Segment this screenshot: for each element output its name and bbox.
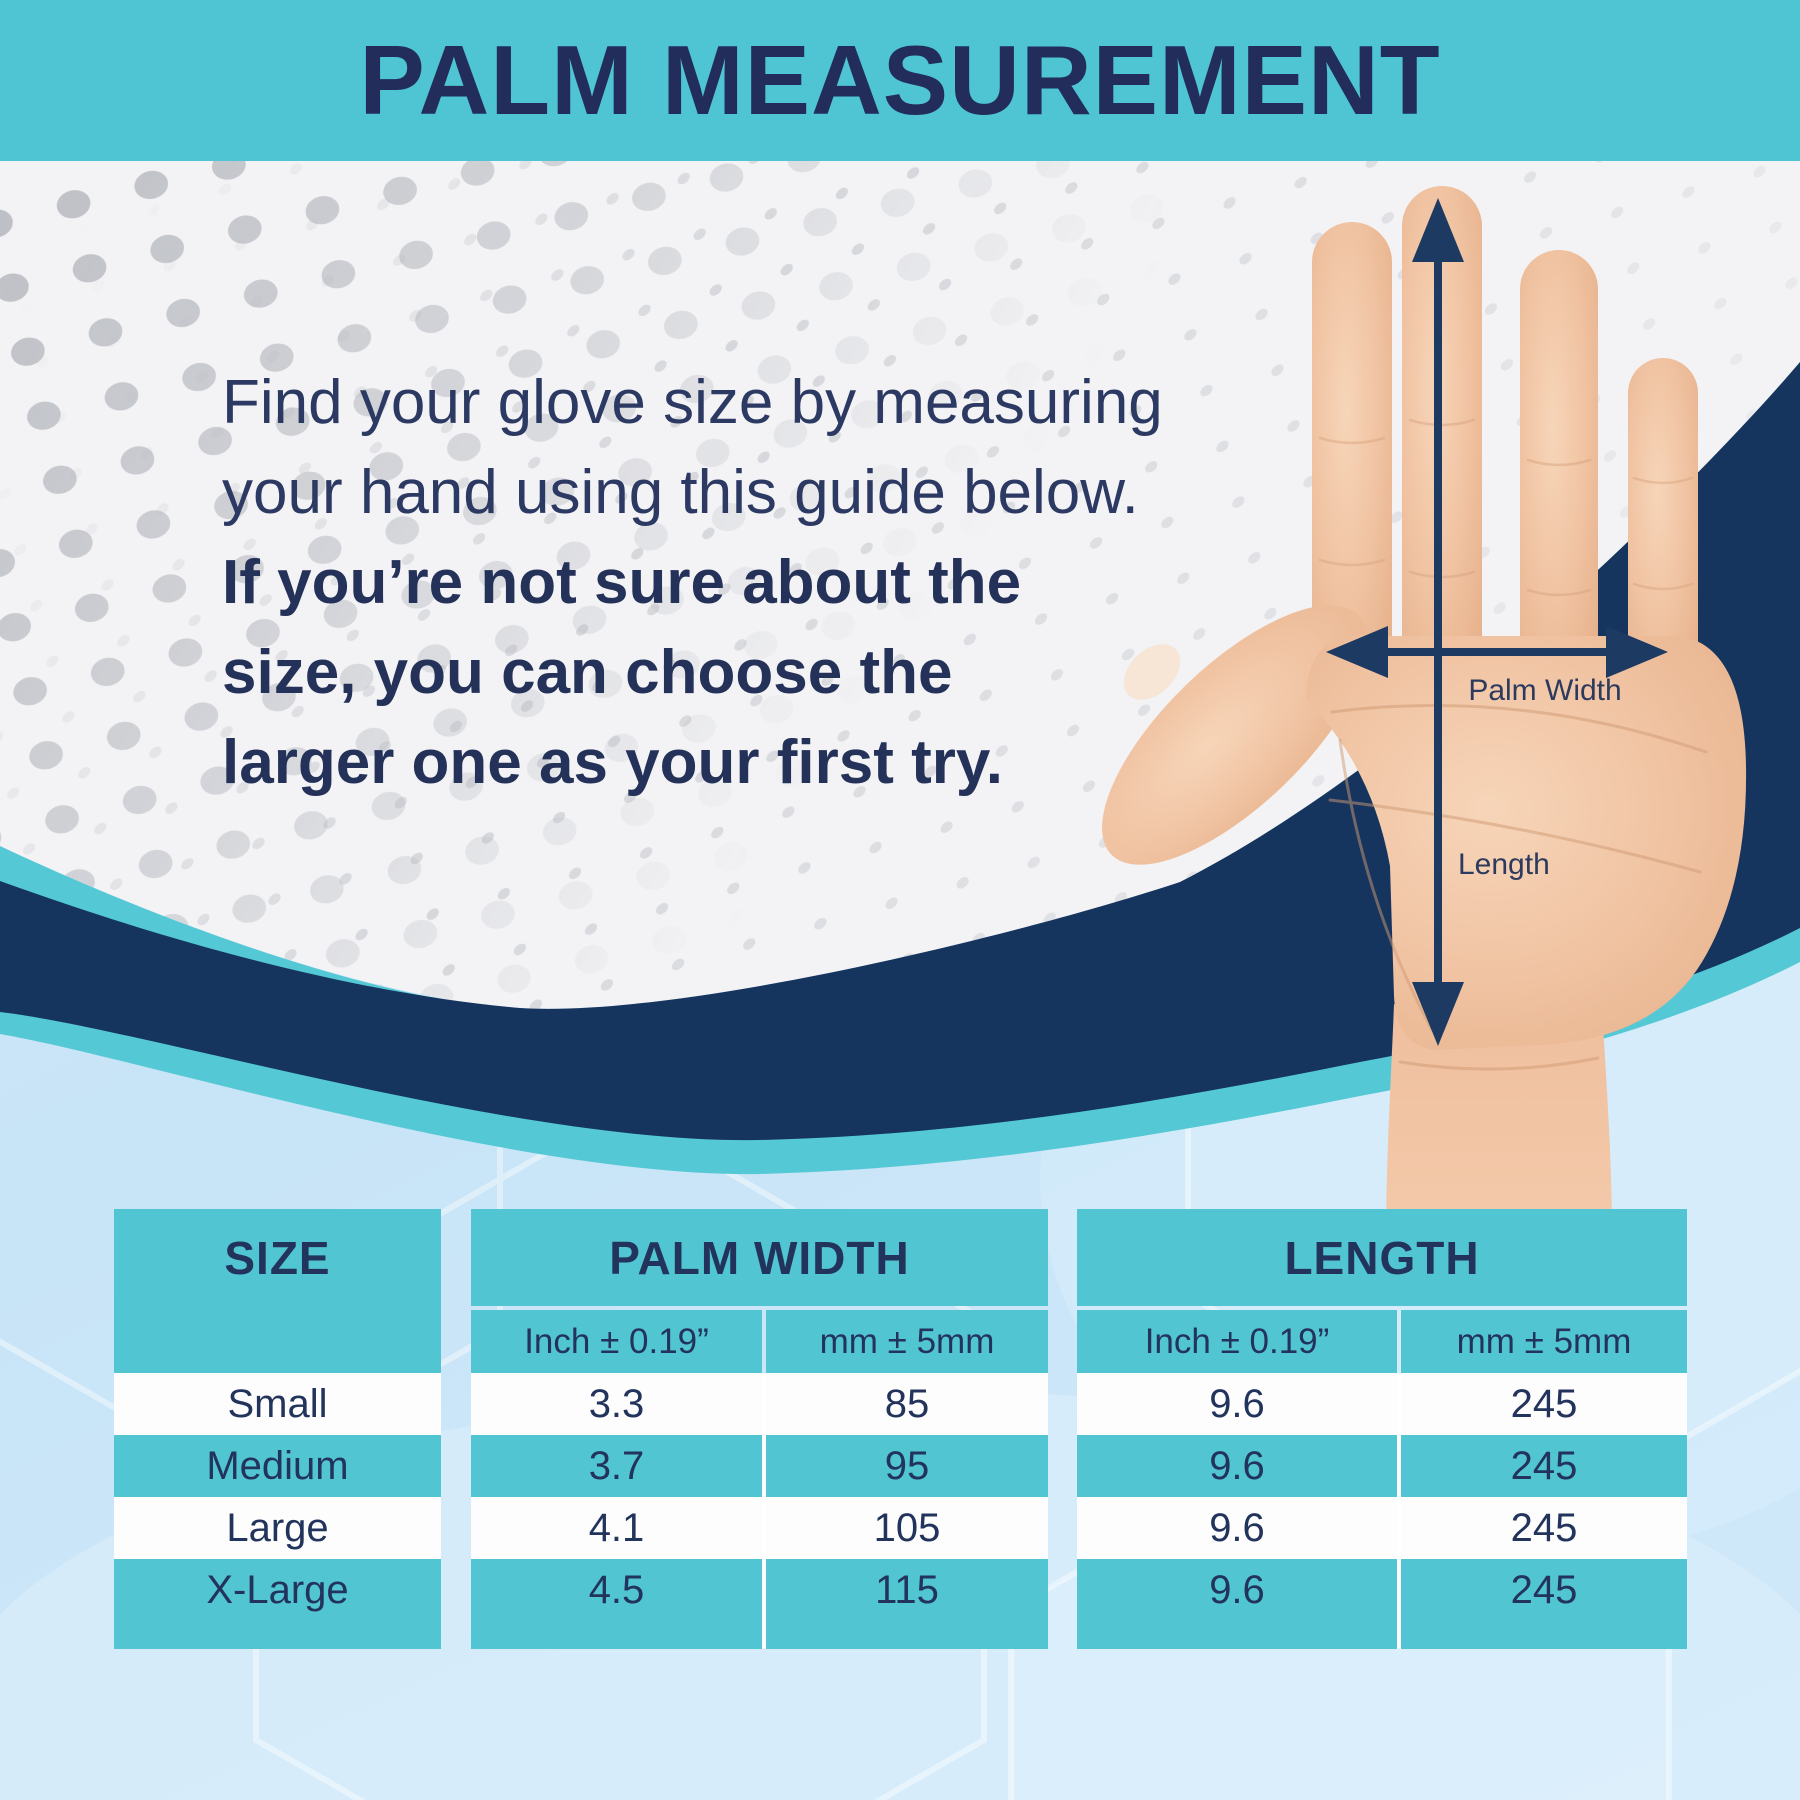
column-header-mm: mm ± 5mm <box>766 1310 1048 1373</box>
teal-arc-lower <box>0 922 1800 1175</box>
value-cell: 245 <box>1401 1559 1687 1621</box>
column-header-inch: Inch ± 0.19” <box>471 1310 762 1373</box>
value-cell: 105 <box>766 1497 1048 1559</box>
column-header-mm: mm ± 5mm <box>1401 1310 1687 1373</box>
table-row: 4.1 105 <box>471 1497 1048 1559</box>
table-row: 9.6 245 <box>1077 1559 1687 1621</box>
table-row: Medium <box>114 1435 441 1497</box>
ring-finger <box>1520 250 1598 674</box>
table-row: 9.6 245 <box>1077 1435 1687 1497</box>
thumb <box>1102 605 1368 865</box>
size-cell: Small <box>114 1373 441 1435</box>
value-cell: 245 <box>1401 1373 1687 1435</box>
palm-width-subheader: Inch ± 0.19” mm ± 5mm <box>471 1310 1048 1373</box>
intro-line-bold: size, you can choose the <box>222 638 953 707</box>
value-cell: 4.1 <box>471 1497 762 1559</box>
palm-width-arrow-head-right <box>1606 626 1668 678</box>
value-cell: 9.6 <box>1077 1497 1397 1559</box>
index-finger <box>1312 222 1392 674</box>
size-table: SIZE Small Medium Large X-Large <box>114 1209 441 1649</box>
size-cell: X-Large <box>114 1559 441 1621</box>
value-cell: 9.6 <box>1077 1435 1397 1497</box>
palm-width-arrow-head-left <box>1326 626 1388 678</box>
table-row: 4.5 115 <box>471 1559 1048 1621</box>
value-cell: 4.5 <box>471 1559 762 1621</box>
thumb-nail <box>1123 644 1181 700</box>
intro-line-bold: larger one as your first try. <box>222 728 1003 797</box>
header-bar: PALM MEASUREMENT <box>0 0 1800 161</box>
value-cell: 245 <box>1401 1497 1687 1559</box>
size-cell: Large <box>114 1497 441 1559</box>
table-row: 9.6 245 <box>1077 1373 1687 1435</box>
table-filler <box>1077 1621 1687 1649</box>
size-cell: Medium <box>114 1435 441 1497</box>
value-cell: 9.6 <box>1077 1559 1397 1621</box>
value-cell: 245 <box>1401 1435 1687 1497</box>
table-row: X-Large <box>114 1559 441 1621</box>
size-table-header: SIZE <box>114 1209 441 1373</box>
value-cell: 95 <box>766 1435 1048 1497</box>
pinky-finger <box>1628 358 1698 678</box>
value-cell: 9.6 <box>1077 1373 1397 1435</box>
intro-paragraph: Find your glove size by measuring your h… <box>222 358 1163 808</box>
table-row: 9.6 245 <box>1077 1497 1687 1559</box>
length-arrow-line <box>1434 250 1442 992</box>
value-cell: 115 <box>766 1559 1048 1621</box>
table-row: 3.3 85 <box>471 1373 1048 1435</box>
column-header-inch: Inch ± 0.19” <box>1077 1310 1397 1373</box>
length-table: LENGTH Inch ± 0.19” mm ± 5mm 9.6 245 9.6… <box>1077 1209 1687 1649</box>
table-row: Large <box>114 1497 441 1559</box>
value-cell: 3.3 <box>471 1373 762 1435</box>
table-row: 3.7 95 <box>471 1435 1048 1497</box>
page-title: PALM MEASUREMENT <box>359 25 1441 135</box>
intro-line: Find your glove size by measuring <box>222 368 1163 437</box>
length-arrow-head-bottom <box>1412 982 1464 1046</box>
palm <box>1306 636 1747 1050</box>
palm-width-table-header: PALM WIDTH <box>471 1209 1048 1306</box>
palm-width-label: Palm Width <box>1468 674 1621 707</box>
palm-width-arrow-line <box>1354 648 1640 656</box>
value-cell: 3.7 <box>471 1435 762 1497</box>
length-label: Length <box>1458 848 1550 881</box>
table-filler <box>471 1621 1048 1649</box>
table-row: Small <box>114 1373 441 1435</box>
length-arrow-head-top <box>1412 198 1464 262</box>
navy-crescent-shape <box>0 362 1800 1141</box>
measurement-arrows: Palm Width Length <box>1326 198 1668 1046</box>
length-subheader: Inch ± 0.19” mm ± 5mm <box>1077 1310 1687 1373</box>
intro-line: your hand using this guide below. <box>222 458 1139 527</box>
length-table-header: LENGTH <box>1077 1209 1687 1306</box>
table-filler <box>114 1621 441 1649</box>
intro-line-bold: If you’re not sure about the <box>222 548 1022 617</box>
palm-width-table: PALM WIDTH Inch ± 0.19” mm ± 5mm 3.3 85 … <box>471 1209 1048 1649</box>
value-cell: 85 <box>766 1373 1048 1435</box>
